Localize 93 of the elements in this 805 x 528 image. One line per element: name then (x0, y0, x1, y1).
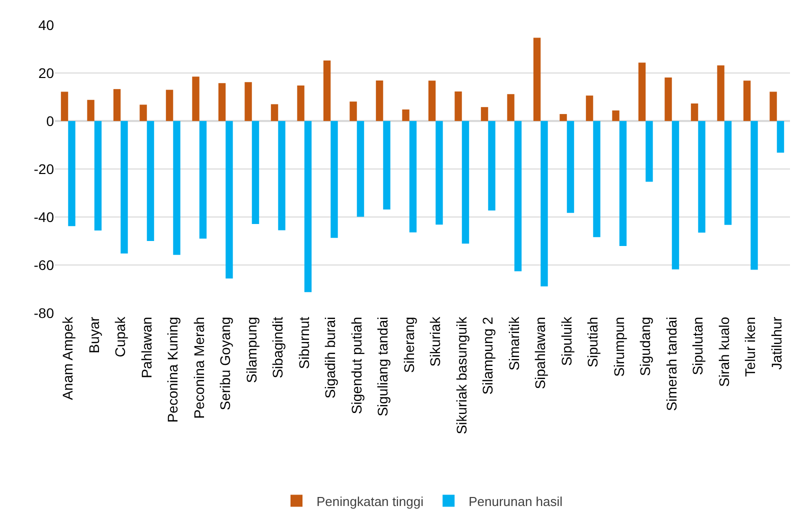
bar (514, 121, 522, 272)
bar (646, 121, 653, 182)
bar (507, 94, 514, 121)
bar (218, 83, 226, 121)
x-tick-label: Seribu Goyang (217, 316, 234, 410)
bar (743, 80, 751, 121)
x-tick-label: Sigendut putiah (348, 316, 364, 414)
legend-label: Peningkatan tinggi (316, 494, 424, 509)
bar (480, 107, 488, 121)
y-tick-label: 40 (38, 16, 54, 33)
bar (68, 121, 76, 226)
bar (436, 121, 443, 225)
bar (356, 121, 364, 217)
x-tick-label: Siherang (400, 316, 417, 373)
bar (226, 121, 233, 278)
bar (462, 121, 470, 244)
y-tick-label: -80 (34, 304, 54, 321)
x-tick-label: Silampung 2 (480, 316, 496, 395)
x-tick-label: Peconina Merah (190, 316, 207, 419)
y-tick-label: -60 (34, 256, 54, 273)
x-tick-label: Sigudang (637, 316, 654, 376)
bar (593, 121, 600, 238)
y-tick-label: -20 (34, 160, 54, 177)
bar (278, 121, 286, 230)
bar (586, 96, 594, 121)
y-tick-label: 20 (38, 64, 54, 81)
bar (750, 121, 758, 270)
x-tick-label: Silampung (243, 316, 260, 383)
x-tick-label: Telur iken (742, 316, 758, 377)
bar (140, 104, 147, 121)
x-tick-label: Buyar (86, 316, 102, 354)
x-tick-label: Sipuluik (558, 316, 574, 366)
x-tick-label: Peconina Kuning (164, 316, 181, 423)
x-tick-label: Sirah kualo (716, 316, 732, 387)
bar (192, 76, 200, 121)
legend-label: Penurunan hasil (468, 494, 563, 509)
x-tick-label: Simerah tandai (663, 316, 680, 411)
bar (488, 121, 496, 211)
y-tick-label: -40 (34, 208, 54, 225)
bar (120, 121, 128, 254)
bar (566, 121, 574, 213)
bar (146, 121, 154, 241)
x-tick-label: Cupak (112, 316, 128, 358)
bar (350, 102, 357, 121)
x-tick-label: Simaritik (506, 316, 522, 370)
x-tick-label: Sikuriak basunguik (453, 316, 470, 434)
bar (244, 82, 252, 121)
bar (776, 121, 784, 153)
bar (612, 110, 620, 121)
x-tick-label: Sibagindit (270, 316, 286, 378)
bar (409, 121, 417, 232)
bar (560, 114, 567, 121)
bar (619, 121, 627, 246)
bar (323, 60, 331, 121)
x-tick-label: Sipahlawan (532, 316, 548, 390)
bar (252, 121, 260, 224)
bar (724, 121, 732, 225)
bar (60, 92, 68, 121)
x-tick-label: Sigadih burai (322, 316, 338, 399)
bar (87, 100, 94, 121)
x-tick-label: Sipulutan (690, 316, 706, 376)
bar (330, 121, 338, 238)
bar (454, 91, 462, 121)
bar (199, 121, 207, 239)
x-tick-label: Siguliang tandai (374, 316, 391, 416)
bar (770, 92, 777, 121)
x-tick-label: Sirumpun (610, 316, 627, 377)
bar (428, 80, 436, 121)
x-tick-label: Jatiluhur (768, 316, 784, 370)
bar (166, 90, 174, 121)
x-tick-label: Siburnut (296, 316, 312, 369)
bar (638, 62, 646, 121)
bar (533, 38, 541, 121)
x-tick-label: Sikuriak (427, 316, 444, 367)
bar (540, 121, 548, 286)
y-tick-label: 0 (46, 112, 54, 129)
bar (717, 65, 724, 121)
bar (297, 85, 304, 121)
bar (173, 121, 180, 255)
bar (664, 78, 672, 121)
x-tick-label: Siputiah (584, 316, 601, 368)
bar (376, 80, 384, 121)
x-tick-label: Pahlawan (138, 316, 154, 378)
bar (113, 89, 121, 121)
bar (672, 121, 680, 270)
bar (304, 121, 312, 292)
bar (270, 104, 278, 121)
x-tick-label: Anam Ampek (60, 316, 76, 400)
bar (402, 109, 410, 121)
bar (698, 121, 706, 233)
bar (690, 103, 698, 121)
bar (383, 121, 390, 210)
bar (94, 121, 102, 230)
